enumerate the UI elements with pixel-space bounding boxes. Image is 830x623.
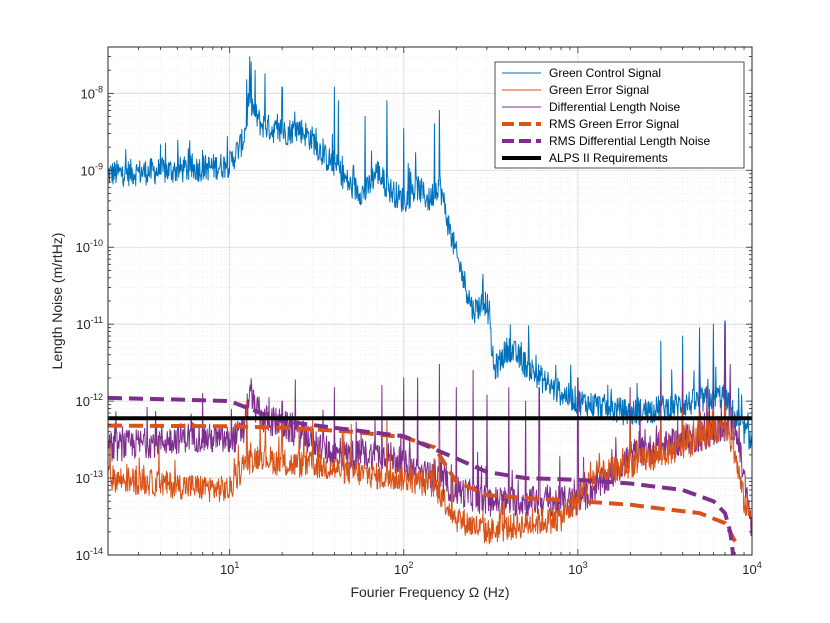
x-axis-label: Fourier Frequency Ω (Hz) [350, 584, 509, 600]
series-line-rms-differential-length-noise [108, 395, 736, 555]
legend-entry: RMS Differential Length Noise [549, 134, 711, 148]
x-tick-label: 103 [568, 560, 587, 577]
y-tick-label: 10-9 [81, 161, 103, 178]
y-tick-label: 10-8 [81, 84, 103, 101]
series-line-green-error-signal [108, 400, 752, 545]
legend-entry: Green Error Signal [549, 83, 649, 97]
series-line-rms-green-error-signal [108, 423, 737, 543]
y-tick-label: 10-11 [76, 315, 103, 332]
y-tick-label: 10-10 [76, 238, 103, 255]
legend-entry: RMS Green Error Signal [549, 117, 679, 131]
legend-entry: Green Control Signal [549, 66, 661, 80]
x-tick-label: 104 [742, 560, 761, 577]
y-tick-labels: 10-8 10-9 10-10 10-11 10-12 10-13 10-14 [76, 84, 103, 563]
series-line-green-control-signal [108, 56, 752, 450]
plot-series [108, 56, 752, 555]
x-tick-label: 101 [220, 560, 239, 577]
y-tick-label: 10-13 [76, 469, 103, 486]
x-tick-labels: 101 102 103 104 [220, 560, 762, 577]
legend-box [494, 61, 745, 169]
legend-entry: ALPS II Requirements [549, 151, 668, 165]
legend-entry: Differential Length Noise [549, 100, 681, 114]
legend: Green Control Signal Green Error Signal Di… [494, 61, 745, 169]
y-tick-label: 10-12 [76, 392, 103, 409]
y-tick-label: 10-14 [76, 546, 103, 563]
axis-ticks [107, 46, 753, 556]
y-axis-label: Length Noise (m/rtHz) [49, 233, 65, 370]
x-tick-label: 102 [394, 560, 413, 577]
